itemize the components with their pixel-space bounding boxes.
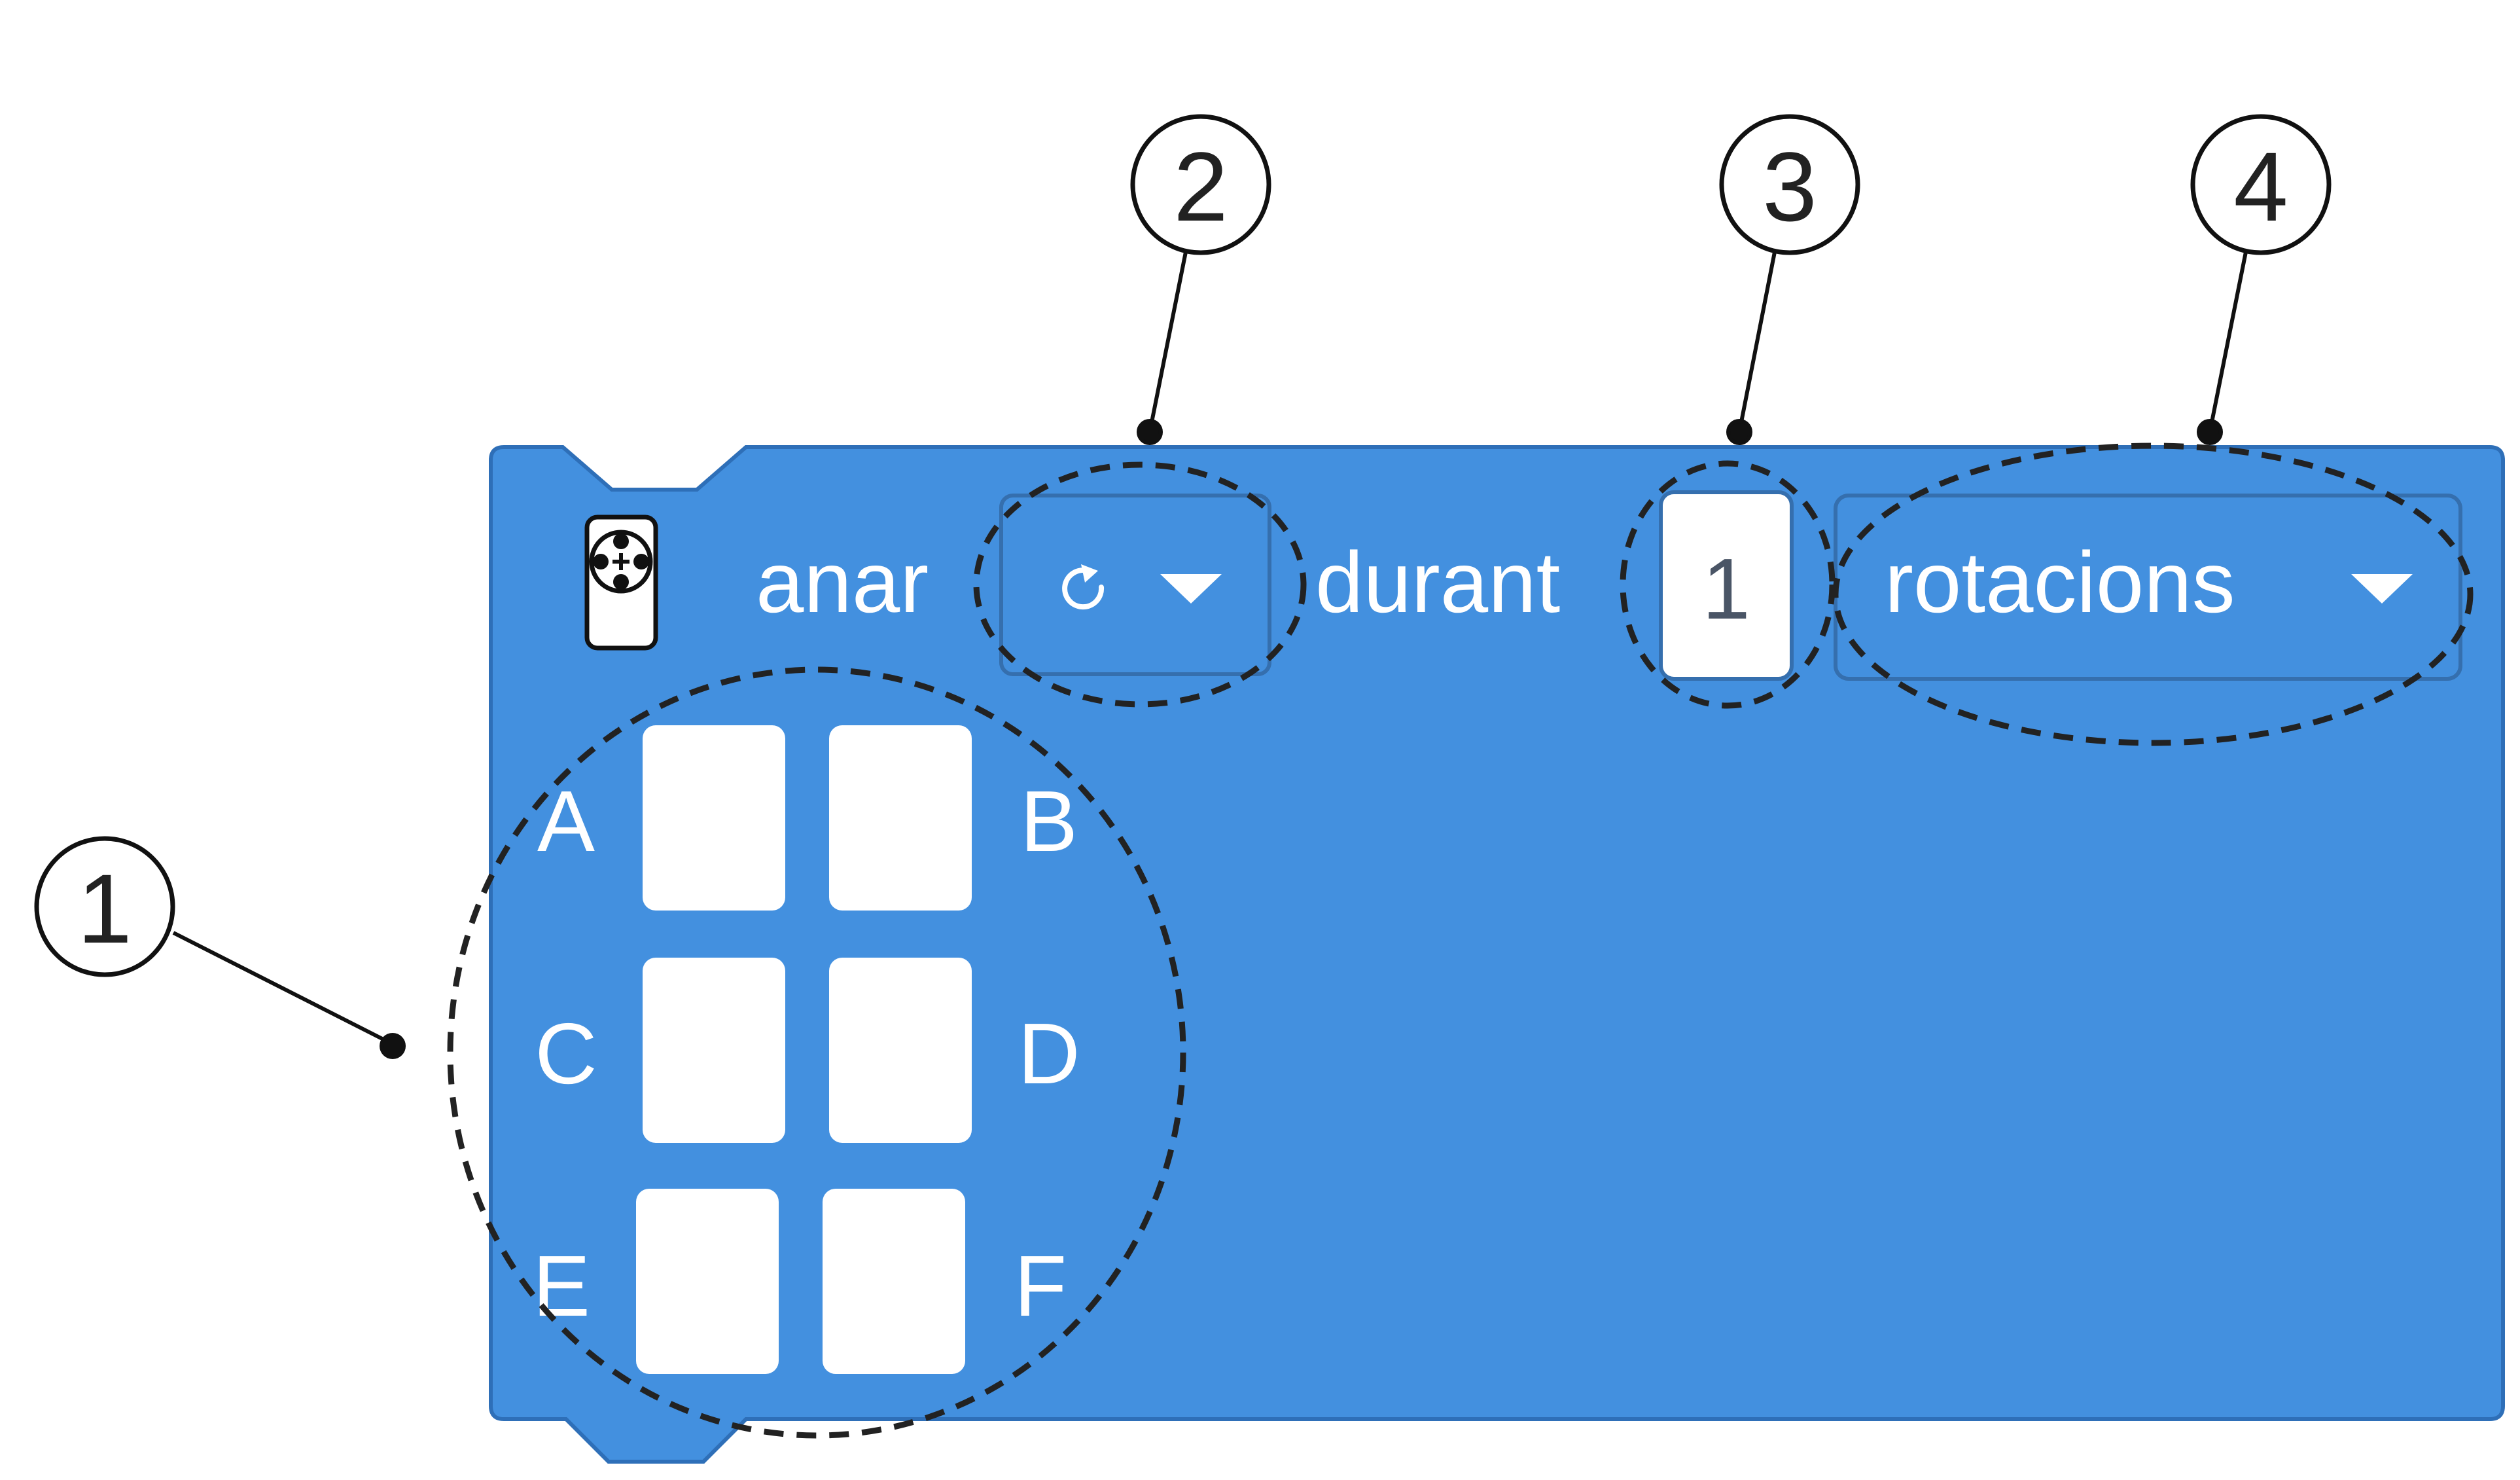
port-selector[interactable]: A B C D E F xyxy=(533,725,1080,1374)
port-label-f: F xyxy=(1014,1238,1067,1334)
callout-1: 1 xyxy=(34,836,175,977)
highlight-ellipse-2 xyxy=(973,461,1307,708)
port-button-b[interactable] xyxy=(829,725,972,911)
leader-dot-4 xyxy=(2197,419,2223,445)
port-label-c: C xyxy=(535,1005,597,1102)
callout-4: 4 xyxy=(2190,114,2332,255)
highlight-ellipse-4 xyxy=(1832,442,2474,746)
leader-line-3 xyxy=(1737,251,1777,433)
port-button-e[interactable] xyxy=(636,1189,779,1374)
for-label: durant xyxy=(1315,534,1560,630)
highlight-ellipse-1 xyxy=(447,666,1186,1439)
callout-number-3: 3 xyxy=(1762,132,1817,242)
unit-value: rotacions xyxy=(1885,534,2235,630)
direction-dropdown[interactable] xyxy=(999,494,1271,676)
amount-value: 1 xyxy=(1702,541,1750,637)
leader-dot-3 xyxy=(1726,419,1752,445)
port-button-a[interactable] xyxy=(643,725,785,911)
leader-line-4 xyxy=(2208,251,2248,433)
port-label-d: D xyxy=(1018,1005,1080,1102)
chevron-down-icon xyxy=(1160,574,1222,604)
leader-dot-2 xyxy=(1137,419,1163,445)
port-label-e: E xyxy=(533,1238,590,1334)
motor-block[interactable] xyxy=(489,445,2505,1464)
go-label: anar xyxy=(756,534,929,630)
callout-number-4: 4 xyxy=(2233,132,2288,242)
motor-icon xyxy=(584,514,658,651)
callout-number-1: 1 xyxy=(77,854,132,964)
rotate-clockwise-icon xyxy=(1062,564,1105,610)
port-button-d[interactable] xyxy=(829,958,972,1143)
leader-dot-1 xyxy=(380,1033,406,1059)
port-button-f[interactable] xyxy=(823,1189,965,1374)
callout-2: 2 xyxy=(1130,114,1271,255)
amount-input[interactable]: 1 xyxy=(1659,490,1794,681)
callout-3: 3 xyxy=(1719,114,1860,255)
port-button-c[interactable] xyxy=(643,958,785,1143)
highlight-ellipse-3 xyxy=(1620,460,1836,709)
unit-dropdown[interactable]: rotacions xyxy=(1834,494,2462,681)
callout-number-2: 2 xyxy=(1173,132,1228,242)
leader-line-1 xyxy=(172,931,394,1046)
port-label-a: A xyxy=(537,773,595,869)
port-label-b: B xyxy=(1020,773,1078,869)
chevron-down-icon xyxy=(2351,574,2413,604)
leader-line-2 xyxy=(1148,251,1188,433)
